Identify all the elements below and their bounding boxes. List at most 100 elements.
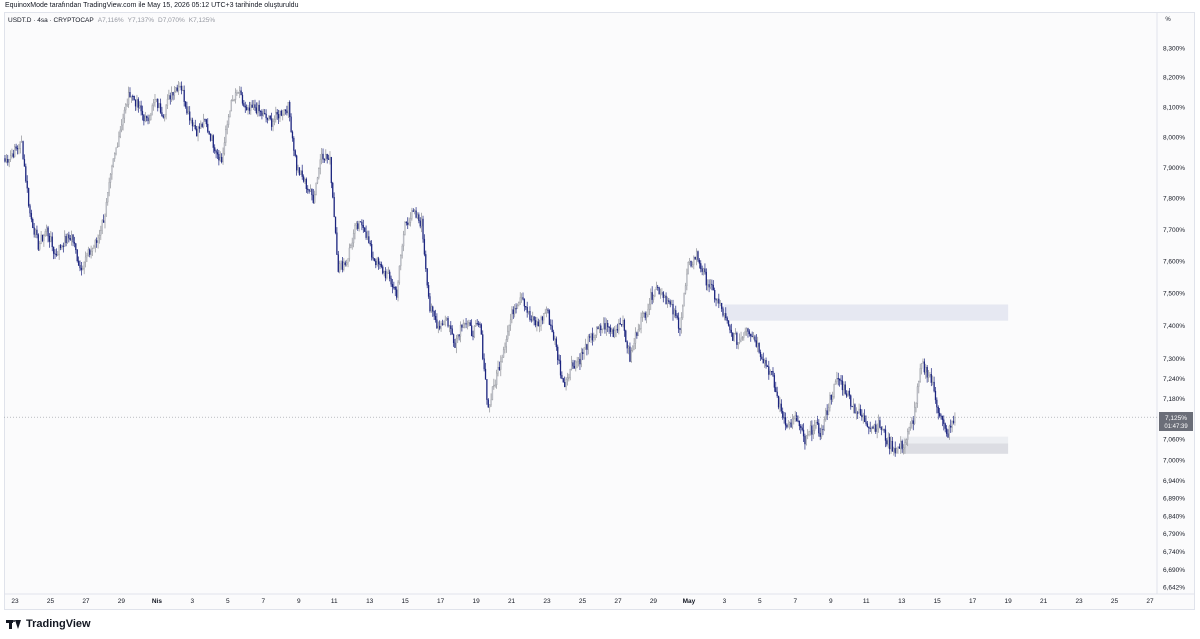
candle-body bbox=[352, 233, 355, 244]
price-axis[interactable]: 8,300% 8,200% 8,100% 8,000% 7,900% 7,800% 7,70… bbox=[1163, 45, 1185, 591]
candle-body bbox=[427, 285, 430, 297]
candle-body bbox=[752, 336, 755, 338]
candle-body bbox=[733, 333, 735, 341]
candle bbox=[564, 376, 566, 388]
candle bbox=[4, 154, 6, 163]
candle-body bbox=[901, 441, 903, 450]
candle bbox=[714, 287, 716, 303]
candle-body bbox=[600, 325, 602, 331]
price-tick-label: 7,400% bbox=[1163, 323, 1185, 330]
candle-body bbox=[333, 197, 335, 218]
candle-body bbox=[890, 441, 892, 450]
candle bbox=[337, 250, 339, 273]
candle-body bbox=[758, 342, 760, 353]
candle bbox=[433, 310, 435, 320]
candle-body bbox=[109, 173, 112, 183]
candle bbox=[494, 379, 496, 388]
candle-body bbox=[57, 254, 59, 256]
candle-body bbox=[643, 312, 645, 314]
candle-body bbox=[247, 107, 249, 111]
time-axis[interactable]: 23 25 27 29 Nis 3 5 7 9 11 13 15 17 19 21 23 25 27 29 May 3 5… bbox=[11, 598, 1154, 605]
candle-body bbox=[458, 334, 460, 337]
candle bbox=[430, 303, 432, 313]
candle bbox=[673, 308, 676, 318]
candle bbox=[237, 91, 239, 94]
candle bbox=[530, 315, 532, 323]
candle-body bbox=[158, 103, 160, 108]
candle-body bbox=[18, 148, 20, 150]
candle-body bbox=[952, 420, 955, 423]
candle-body bbox=[794, 415, 796, 419]
candle bbox=[683, 292, 685, 307]
candle bbox=[652, 294, 655, 303]
candle bbox=[111, 164, 113, 180]
candle-body bbox=[268, 115, 270, 120]
candle bbox=[416, 212, 419, 220]
candle-body bbox=[104, 216, 106, 223]
candle-body bbox=[107, 192, 109, 203]
candle bbox=[569, 368, 571, 381]
candle-body bbox=[348, 247, 351, 259]
candle-body bbox=[111, 166, 113, 175]
candle bbox=[794, 410, 796, 422]
candle-body bbox=[754, 336, 756, 341]
candle-body bbox=[307, 188, 309, 190]
candle-body bbox=[787, 423, 789, 428]
candle bbox=[47, 225, 49, 243]
candle bbox=[645, 311, 648, 324]
candle-body bbox=[777, 395, 780, 408]
candle-body bbox=[429, 296, 431, 312]
candle-body bbox=[243, 103, 245, 107]
candle bbox=[243, 99, 245, 108]
candle bbox=[526, 301, 528, 318]
candle-body bbox=[336, 232, 338, 255]
candle-body bbox=[125, 104, 127, 111]
candle bbox=[518, 301, 520, 307]
candle-body bbox=[312, 194, 314, 203]
candle bbox=[926, 365, 928, 383]
candle bbox=[723, 313, 726, 321]
candle bbox=[52, 246, 55, 260]
candle bbox=[852, 398, 855, 414]
candle-body bbox=[822, 428, 824, 431]
candle-body bbox=[894, 448, 896, 454]
candle-body bbox=[526, 306, 528, 313]
candle bbox=[140, 100, 142, 116]
candle-body bbox=[237, 92, 239, 94]
candle bbox=[648, 297, 651, 315]
time-tick-label: 27 bbox=[82, 598, 90, 605]
candle bbox=[289, 100, 291, 122]
candle-body bbox=[197, 126, 199, 137]
candle bbox=[841, 375, 844, 396]
candle-body bbox=[697, 251, 699, 261]
price-zone bbox=[901, 436, 1009, 444]
candle bbox=[384, 267, 387, 282]
candle-body bbox=[201, 123, 203, 127]
candle bbox=[326, 153, 328, 164]
candle-body bbox=[326, 154, 328, 159]
candle-body bbox=[234, 92, 237, 100]
candle bbox=[158, 102, 160, 109]
candle bbox=[937, 405, 939, 420]
price-scale-unit[interactable]: % bbox=[1165, 17, 1171, 23]
candle bbox=[372, 251, 374, 261]
candle-body bbox=[601, 328, 603, 331]
candle-body bbox=[239, 90, 241, 93]
candle-body bbox=[716, 298, 719, 301]
candle bbox=[466, 320, 469, 330]
candle-body bbox=[927, 375, 930, 378]
candle bbox=[8, 158, 10, 168]
candle bbox=[77, 256, 80, 266]
candle bbox=[86, 252, 88, 262]
candle bbox=[422, 215, 424, 243]
candle bbox=[872, 425, 874, 430]
candle-body bbox=[634, 332, 637, 344]
candle-body bbox=[907, 431, 909, 440]
candle-body bbox=[69, 238, 71, 240]
candle bbox=[434, 309, 437, 323]
candle-body bbox=[554, 338, 556, 340]
candle bbox=[164, 114, 166, 122]
time-tick-label: 11 bbox=[331, 598, 338, 605]
candle bbox=[805, 435, 807, 446]
symbol-label[interactable]: USDT.D · 4sa · CRYPTOCAP bbox=[8, 17, 94, 24]
